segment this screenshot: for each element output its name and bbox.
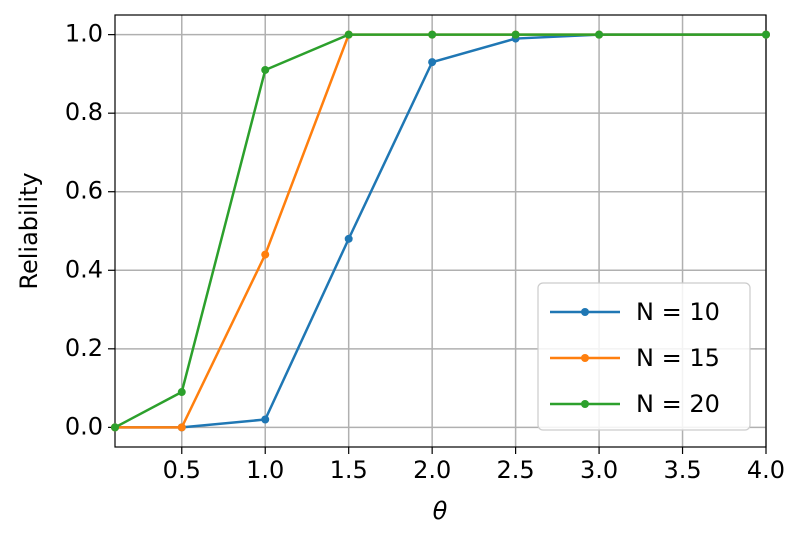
data-point (344, 30, 353, 39)
legend-marker (581, 400, 589, 408)
legend-label: N = 10 (636, 298, 720, 326)
x-tick-label: 2.0 (413, 456, 451, 484)
data-point (261, 65, 270, 74)
data-point (344, 234, 353, 243)
x-axis-label: θ (433, 497, 448, 525)
legend-marker (581, 308, 589, 316)
y-tick-label: 0.4 (65, 255, 103, 283)
data-point (177, 423, 186, 432)
y-tick-label: 0.2 (65, 334, 103, 362)
x-tick-label: 0.5 (163, 456, 201, 484)
data-point (428, 30, 437, 39)
x-tick-label: 2.5 (497, 456, 535, 484)
y-tick-label: 0.6 (65, 177, 103, 205)
series-line (114, 33, 766, 429)
data-point (511, 30, 520, 39)
legend-marker (581, 354, 589, 362)
data-point (261, 250, 270, 259)
x-tick-label: 1.0 (246, 456, 284, 484)
y-tick-label: 1.0 (65, 20, 103, 48)
x-tick-label: 3.0 (580, 456, 618, 484)
data-point (111, 423, 119, 432)
x-tick-label: 3.5 (663, 456, 701, 484)
data-point (762, 30, 770, 39)
plot-frame (114, 14, 767, 448)
y-axis-label: Reliability (15, 172, 43, 289)
data-point (595, 30, 604, 39)
data-point (261, 415, 270, 424)
data-point (177, 388, 186, 397)
x-tick-label: 4.0 (747, 456, 785, 484)
y-tick-label: 0.0 (65, 412, 103, 440)
y-tick-label: 0.8 (65, 98, 103, 126)
x-tick-label: 1.5 (330, 456, 368, 484)
legend-label: N = 15 (636, 344, 720, 372)
data-point (428, 58, 437, 67)
legend-box (537, 282, 751, 431)
legend-label: N = 20 (636, 390, 720, 418)
